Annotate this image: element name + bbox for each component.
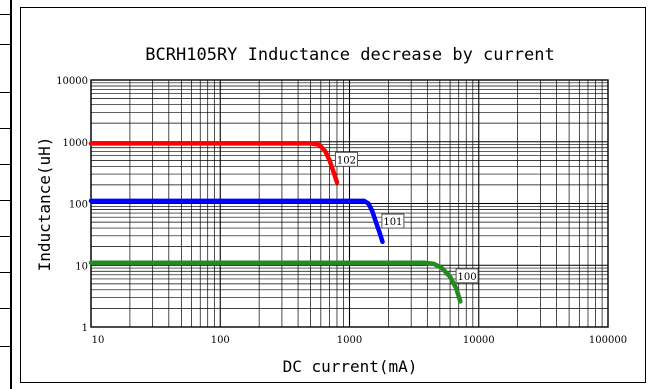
series-label-box-100 <box>455 268 479 284</box>
edge-tick <box>0 272 11 273</box>
edge-tick <box>0 236 11 237</box>
plot-area-border <box>90 79 609 328</box>
edge-tick <box>0 14 11 15</box>
x-tick-label: 100 <box>211 335 230 346</box>
series-line-102 <box>88 141 340 185</box>
series-label-box-102 <box>334 151 358 167</box>
x-tick-label: 100000 <box>589 335 627 346</box>
x-axis-label: DC current(mA) <box>283 357 418 376</box>
edge-tick <box>0 346 11 347</box>
x-tick-label: 10 <box>92 335 105 346</box>
series-label-101: 101 <box>383 217 402 228</box>
series-line-101 <box>88 198 385 245</box>
series-label-box-101 <box>381 213 405 229</box>
y-tick-label: 10000 <box>56 76 88 87</box>
edge-tick <box>0 128 11 129</box>
chart-title: BCRH105RY Inductance decrease by current <box>145 45 554 65</box>
series-label-102: 102 <box>337 155 356 166</box>
x-tick-label: 10000 <box>463 335 495 346</box>
edge-tick <box>0 92 11 93</box>
y-tick-label: 1 <box>82 323 88 334</box>
edge-tick <box>0 164 11 165</box>
y-tick-label: 100 <box>69 200 88 211</box>
left-panel-edge <box>0 0 12 389</box>
series-label-100: 100 <box>458 272 477 283</box>
y-tick-label: 1000 <box>63 138 88 149</box>
series-line-100 <box>88 260 463 304</box>
edge-tick <box>0 44 11 45</box>
edge-tick <box>0 200 11 201</box>
y-axis-label: Inductance(uH) <box>35 137 54 272</box>
edge-tick <box>0 308 11 309</box>
chart-frame <box>20 7 646 383</box>
x-tick-label: 1000 <box>337 335 362 346</box>
y-tick-label: 10 <box>75 261 88 272</box>
